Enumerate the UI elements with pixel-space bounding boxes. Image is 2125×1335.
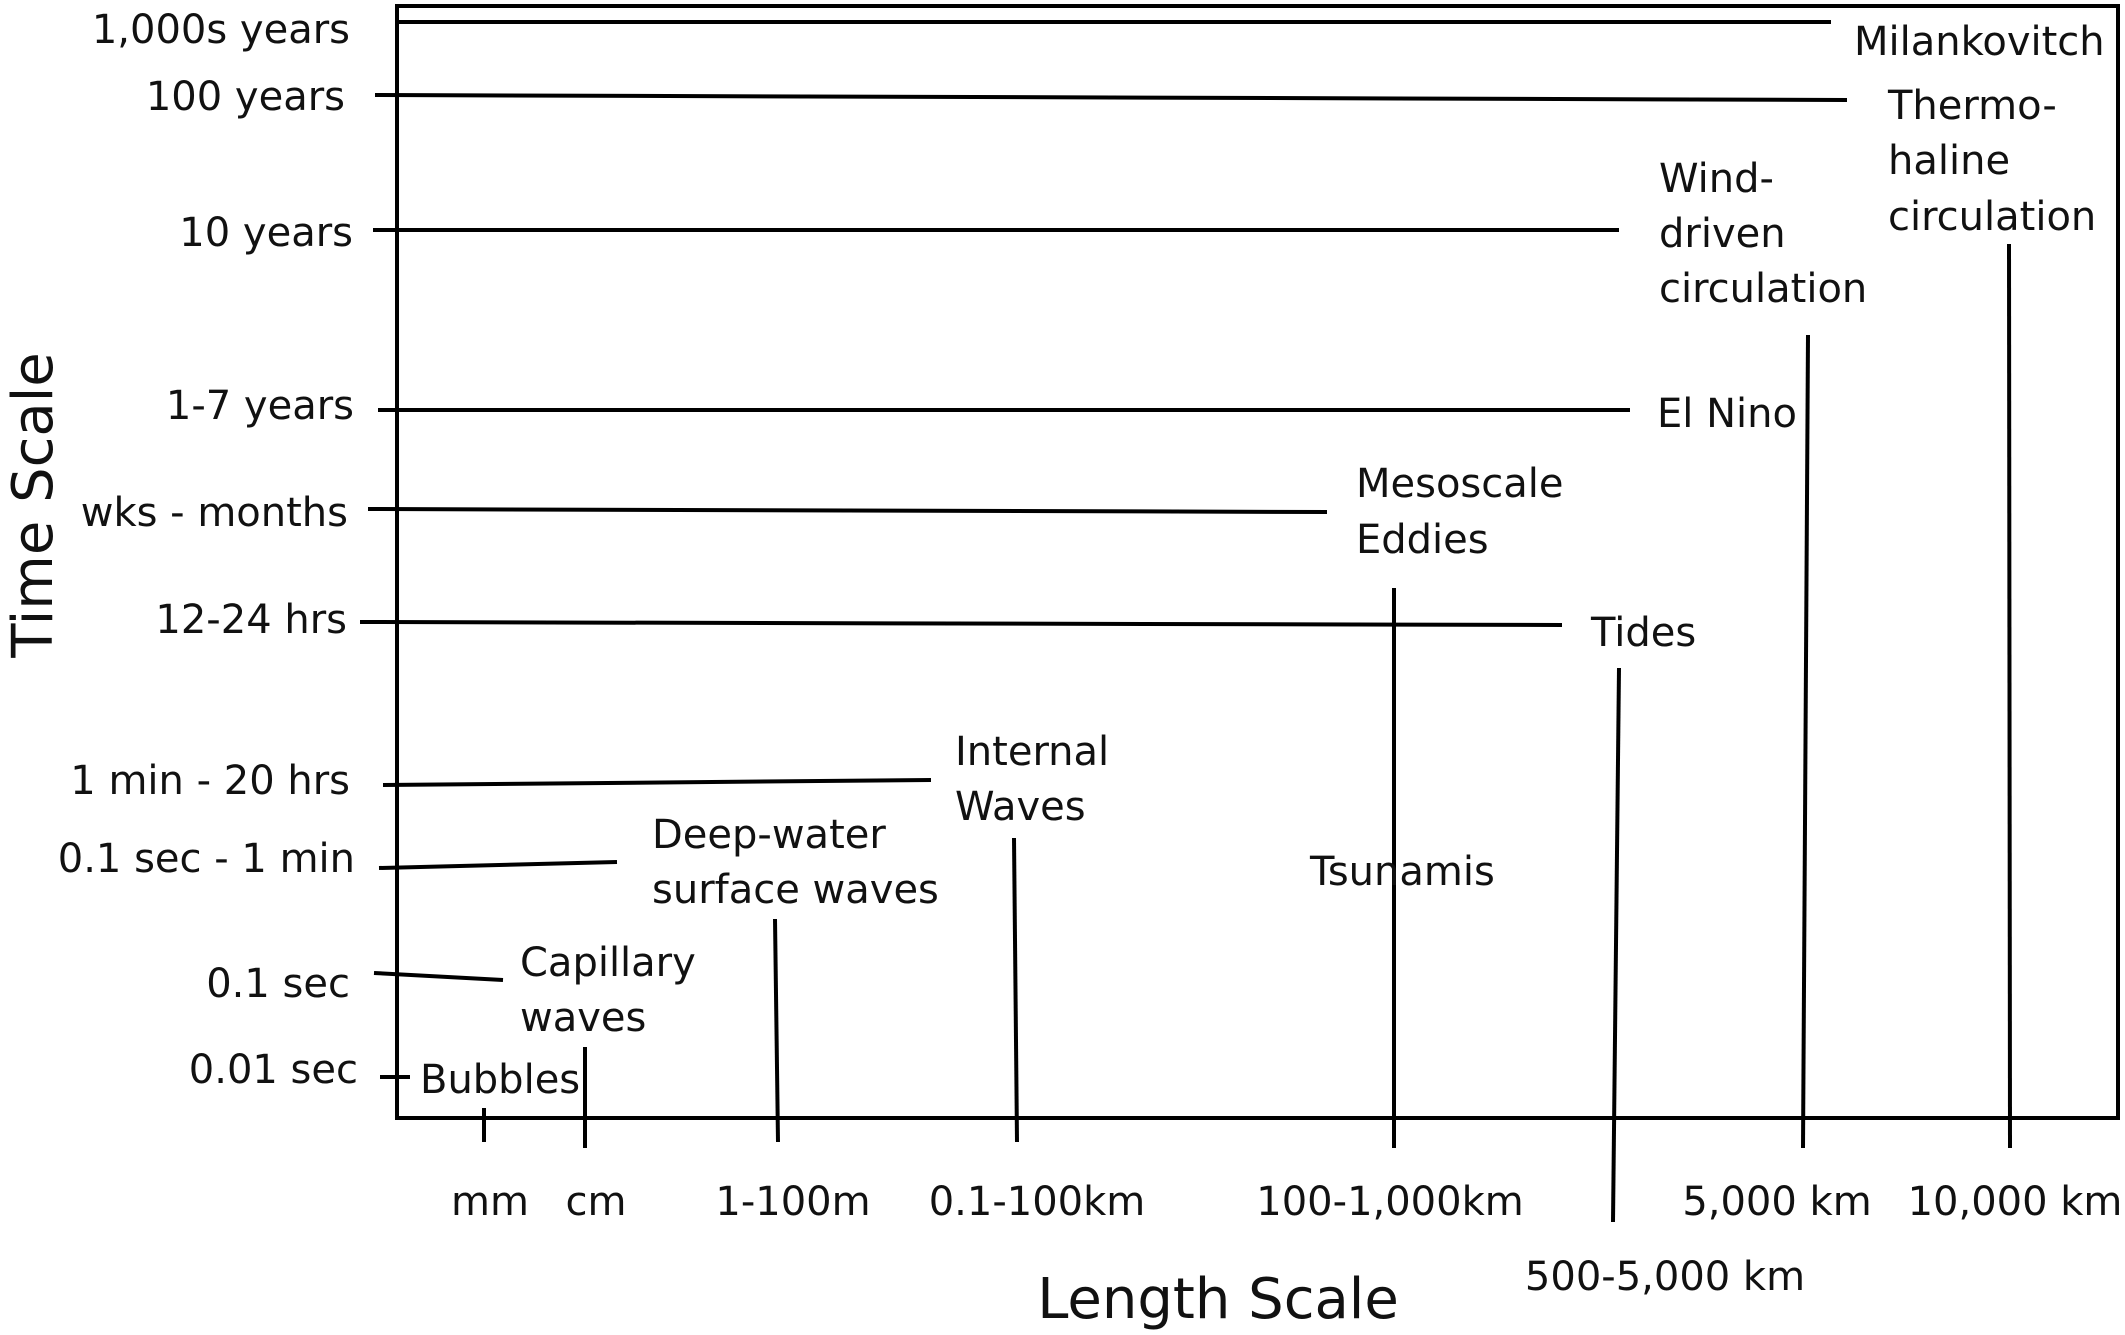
label-wind-driven-line2: driven <box>1659 211 1786 257</box>
length-tick-label: cm <box>566 1179 627 1225</box>
time-line-surface-waves <box>378 860 618 870</box>
diagram-frame <box>395 4 2120 1120</box>
time-line-century <box>374 93 1848 102</box>
time-line-internal-waves <box>382 778 932 787</box>
label-tides: Tides <box>1590 610 1696 656</box>
time-tick-label: 10 years <box>179 210 353 256</box>
y-axis-title: Time Scale <box>1 352 66 659</box>
length-line-500-5000km <box>1611 667 1621 1223</box>
length-tick-label: 0.1-100km <box>929 1179 1146 1225</box>
time-line-eddies <box>367 507 1328 514</box>
length-tick-label: 500-5,000 km <box>1525 1254 1805 1300</box>
label-capillary-waves-line1: Capillary <box>520 940 696 986</box>
length-line-5000km <box>1801 334 1810 1149</box>
time-tick-label: 1-7 years <box>166 383 354 429</box>
label-mesoscale-eddies-line2: Eddies <box>1356 517 1489 563</box>
time-line-tides <box>359 620 1563 627</box>
time-tick-label: 1 min - 20 hrs <box>70 758 350 804</box>
label-bubbles: Bubbles <box>420 1057 580 1103</box>
length-tick-label: 5,000 km <box>1682 1179 1871 1225</box>
time-tick-label: 1,000s years <box>92 7 350 53</box>
label-wind-driven-line3: circulation <box>1659 266 1867 312</box>
x-axis-title: Length Scale <box>1037 1267 1399 1332</box>
label-internal-waves-line1: Internal <box>955 729 1109 775</box>
time-tick-label: 0.1 sec <box>206 961 350 1007</box>
time-tick-label: 100 years <box>146 74 345 120</box>
label-el-nino: El Nino <box>1657 391 1797 437</box>
label-wind-driven-line1: Wind- <box>1659 156 1774 202</box>
label-mesoscale-eddies-line1: Mesoscale <box>1356 461 1564 507</box>
label-deep-water-line2: surface waves <box>652 867 939 913</box>
label-internal-waves-line2: Waves <box>955 784 1086 830</box>
length-tick-label: 1-100m <box>715 1179 870 1225</box>
length-tick-label: 10,000 km <box>1908 1179 2123 1225</box>
label-thermohaline-line3: circulation <box>1888 194 2096 240</box>
length-line-0-1-100km <box>1012 837 1019 1143</box>
length-line-1-100m <box>773 918 780 1143</box>
length-line-10000km <box>2007 243 2012 1149</box>
label-tsunamis: Tsunamis <box>1309 849 1495 895</box>
time-tick-label: 0.01 sec <box>189 1047 358 1093</box>
time-tick-label: wks - months <box>81 490 348 536</box>
label-capillary-waves-line2: waves <box>520 995 646 1041</box>
time-tick-label: 0.1 sec - 1 min <box>58 836 355 882</box>
label-deep-water-line1: Deep-water <box>652 812 886 858</box>
label-thermohaline-line2: haline <box>1888 138 2010 184</box>
length-tick-label: mm <box>451 1179 529 1225</box>
label-milankovitch: Milankovitch <box>1854 19 2105 65</box>
label-thermohaline-line1: Thermo- <box>1887 83 2057 129</box>
time-line-capillary <box>373 971 504 982</box>
length-tick-label: 100-1,000km <box>1256 1179 1523 1225</box>
time-tick-label: 12-24 hrs <box>155 597 347 643</box>
